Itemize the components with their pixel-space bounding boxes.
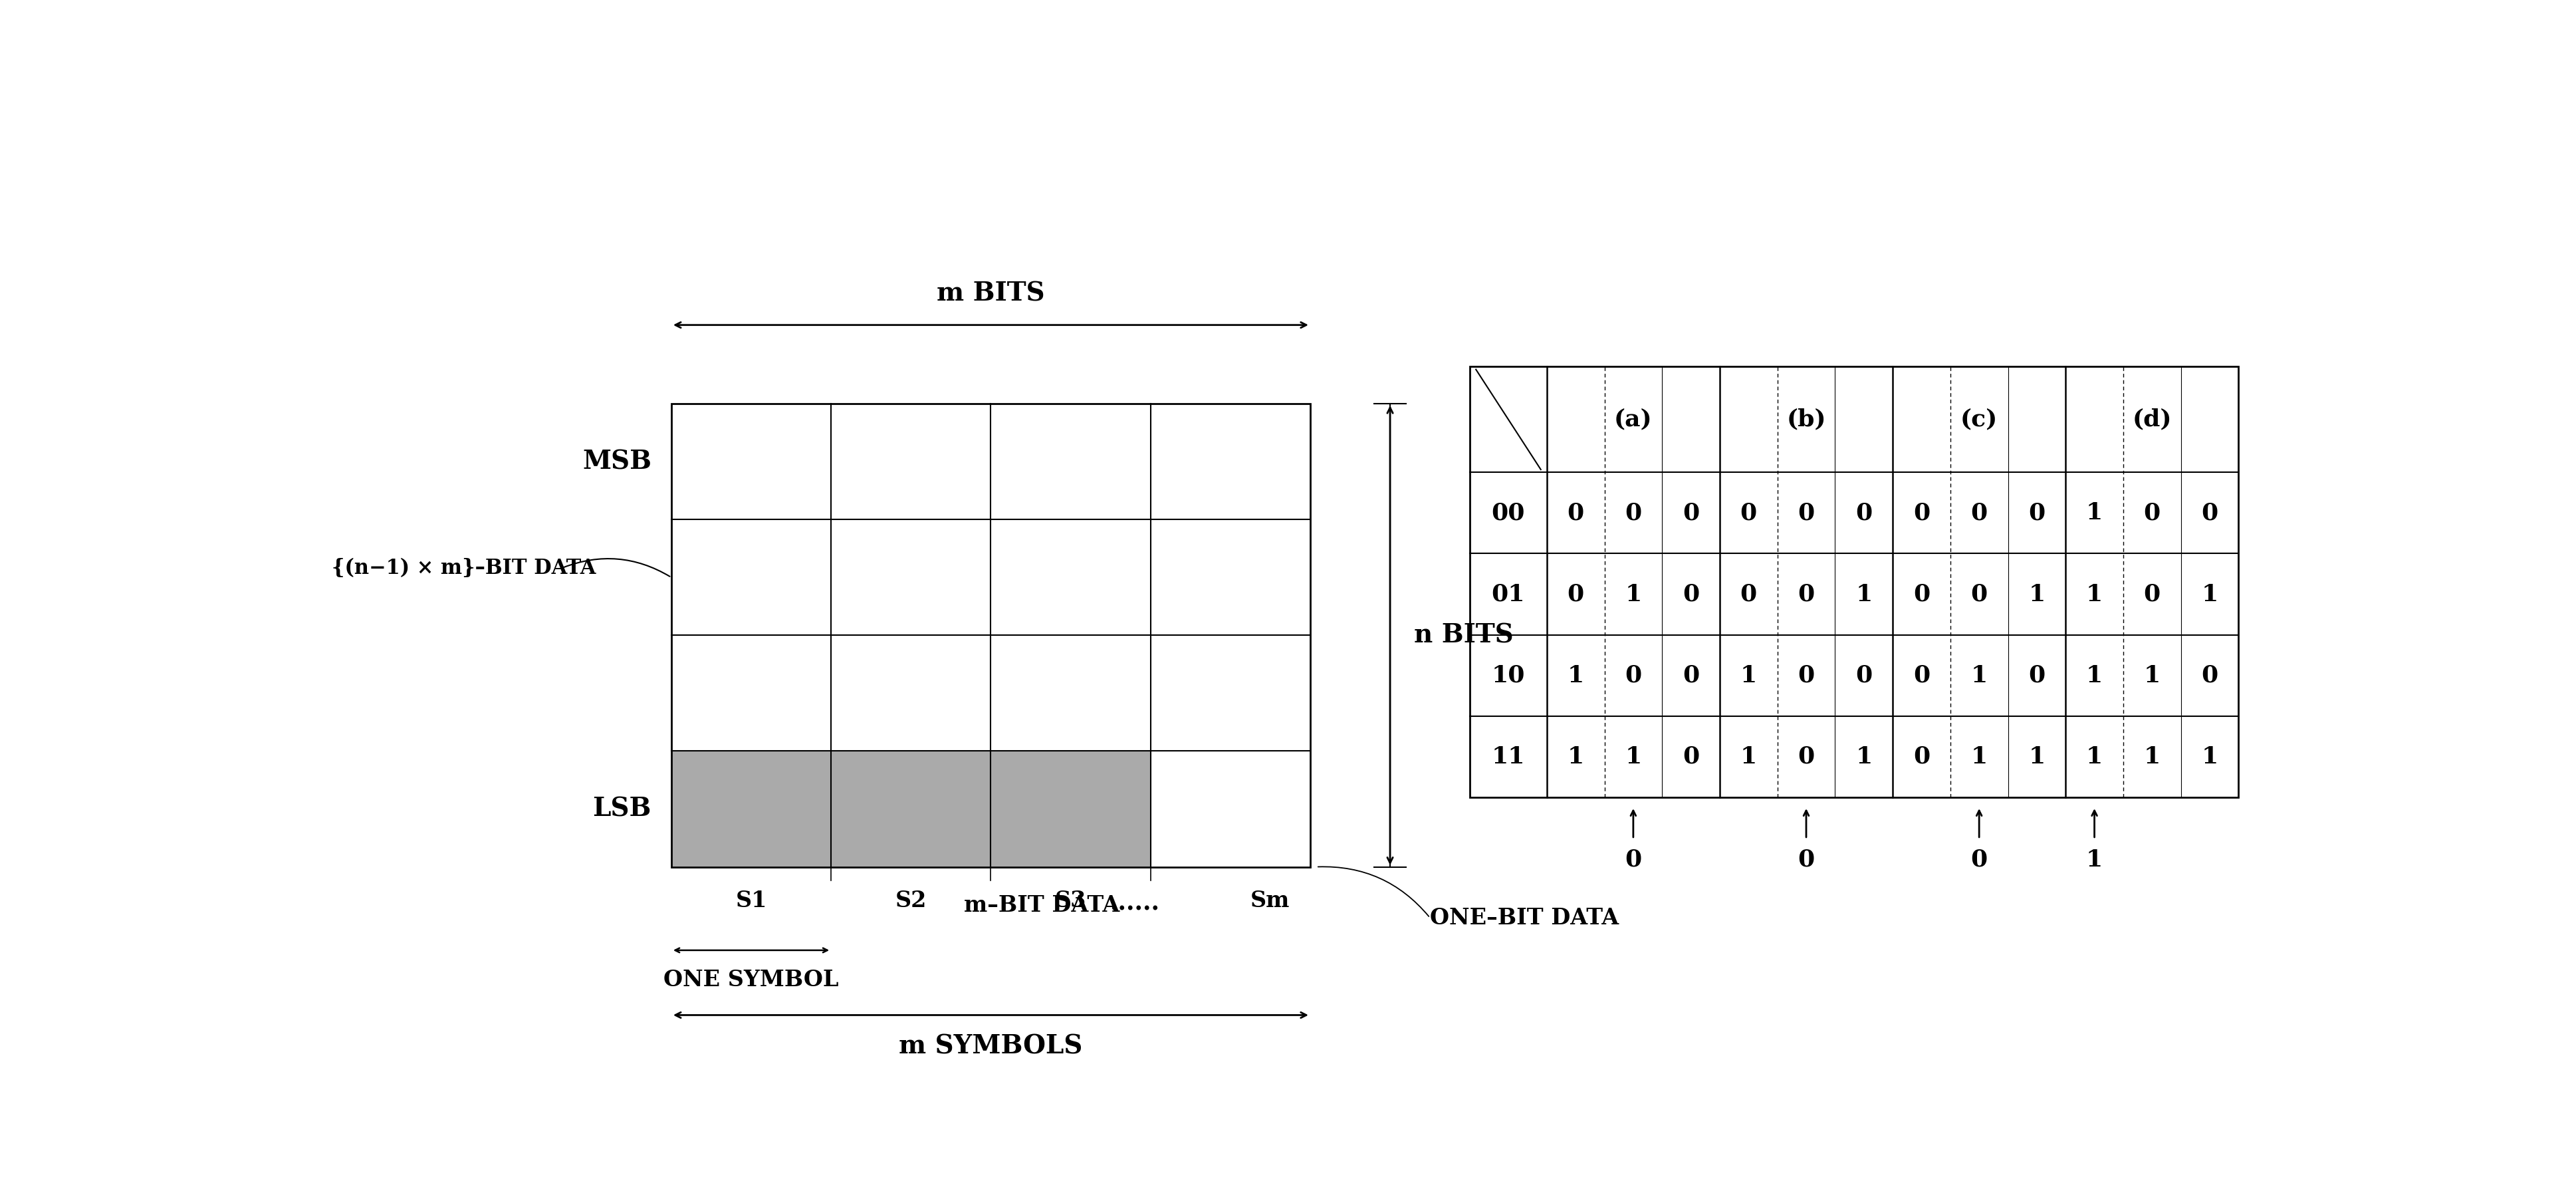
- Text: 1: 1: [1566, 746, 1584, 768]
- Text: 0: 0: [1914, 583, 1929, 605]
- Text: (b): (b): [1785, 408, 1826, 431]
- Text: 0: 0: [1566, 502, 1584, 525]
- Text: 0: 0: [1914, 502, 1929, 525]
- Text: 0: 0: [1682, 502, 1700, 525]
- Bar: [672, 635, 832, 751]
- Text: 1: 1: [1741, 746, 1757, 768]
- Text: (a): (a): [1615, 408, 1651, 431]
- Bar: [832, 520, 992, 635]
- Text: 1: 1: [1741, 664, 1757, 687]
- Text: (d): (d): [2133, 408, 2172, 431]
- Text: 0: 0: [1682, 664, 1700, 687]
- Text: 0: 0: [1566, 583, 1584, 605]
- Text: 0: 0: [1798, 848, 1814, 871]
- Text: 0: 0: [1798, 746, 1814, 768]
- Text: 0: 0: [1625, 848, 1641, 871]
- Text: 0: 0: [1798, 664, 1814, 687]
- Text: 1: 1: [2143, 664, 2161, 687]
- Text: m–BIT DATA: m–BIT DATA: [963, 895, 1121, 917]
- Text: LSB: LSB: [592, 796, 652, 822]
- Text: 1: 1: [1625, 583, 1641, 605]
- Bar: [672, 404, 1311, 867]
- Text: 0: 0: [2202, 502, 2218, 525]
- Text: S2: S2: [896, 890, 927, 912]
- Bar: [992, 635, 1151, 751]
- Bar: [1471, 367, 2239, 798]
- Text: m SYMBOLS: m SYMBOLS: [899, 1033, 1082, 1059]
- Bar: [672, 751, 832, 867]
- Bar: [1151, 635, 1311, 751]
- Text: 0: 0: [1914, 664, 1929, 687]
- Text: MSB: MSB: [582, 449, 652, 474]
- Text: 10: 10: [1492, 664, 1525, 687]
- Text: {(n−1) × m}–BIT DATA: {(n−1) × m}–BIT DATA: [332, 558, 595, 579]
- Bar: [1151, 520, 1311, 635]
- Text: 0: 0: [1682, 583, 1700, 605]
- Text: 0: 0: [1855, 664, 1873, 687]
- Bar: [1151, 751, 1311, 867]
- Text: n BITS: n BITS: [1414, 623, 1515, 648]
- Text: 0: 0: [2202, 664, 2218, 687]
- Text: (c): (c): [1960, 408, 1999, 431]
- Text: 0: 0: [2027, 664, 2045, 687]
- Text: 1: 1: [1971, 746, 1989, 768]
- Text: 1: 1: [2027, 583, 2045, 605]
- Text: 0: 0: [1798, 583, 1814, 605]
- Text: 1: 1: [2087, 848, 2102, 871]
- Bar: [672, 404, 832, 520]
- Text: 1: 1: [1971, 664, 1989, 687]
- Text: S1: S1: [734, 890, 768, 912]
- Text: 0: 0: [1741, 502, 1757, 525]
- Text: 1: 1: [2087, 502, 2102, 525]
- Text: 1: 1: [2202, 583, 2218, 605]
- Text: 1: 1: [1855, 583, 1873, 605]
- Text: 0: 0: [1914, 746, 1929, 768]
- Text: 1: 1: [2087, 746, 2102, 768]
- Text: 0: 0: [1741, 583, 1757, 605]
- Text: 11: 11: [1492, 746, 1525, 768]
- Text: 0: 0: [1971, 583, 1989, 605]
- Text: 01: 01: [1492, 583, 1525, 605]
- Text: 0: 0: [1971, 502, 1989, 525]
- Bar: [832, 751, 992, 867]
- Text: 1: 1: [2202, 746, 2218, 768]
- Text: 0: 0: [1971, 848, 1989, 871]
- Text: 0: 0: [2027, 502, 2045, 525]
- Bar: [1151, 404, 1311, 520]
- Text: 0: 0: [1682, 746, 1700, 768]
- Bar: [1471, 367, 2239, 798]
- Text: ......: ......: [1110, 891, 1159, 914]
- Text: 0: 0: [1798, 502, 1814, 525]
- Text: ONE–BIT DATA: ONE–BIT DATA: [1430, 907, 1618, 929]
- Bar: [992, 520, 1151, 635]
- Text: 0: 0: [2143, 583, 2161, 605]
- Text: 0: 0: [2143, 502, 2161, 525]
- Text: 1: 1: [1855, 746, 1873, 768]
- Bar: [832, 635, 992, 751]
- Text: 0: 0: [1625, 664, 1641, 687]
- Text: 1: 1: [2087, 583, 2102, 605]
- Text: 0: 0: [1855, 502, 1873, 525]
- Text: 0: 0: [1625, 502, 1641, 525]
- Text: 1: 1: [2143, 746, 2161, 768]
- Bar: [992, 404, 1151, 520]
- Text: S3: S3: [1056, 890, 1087, 912]
- Text: ONE SYMBOL: ONE SYMBOL: [665, 968, 840, 991]
- Text: 1: 1: [1566, 664, 1584, 687]
- Text: 00: 00: [1492, 502, 1525, 525]
- Text: Sm: Sm: [1249, 890, 1291, 912]
- Bar: [992, 751, 1151, 867]
- Bar: [832, 404, 992, 520]
- Text: 1: 1: [1625, 746, 1641, 768]
- Text: 1: 1: [2027, 746, 2045, 768]
- Bar: [672, 520, 832, 635]
- Text: 1: 1: [2087, 664, 2102, 687]
- Text: m BITS: m BITS: [938, 282, 1046, 307]
